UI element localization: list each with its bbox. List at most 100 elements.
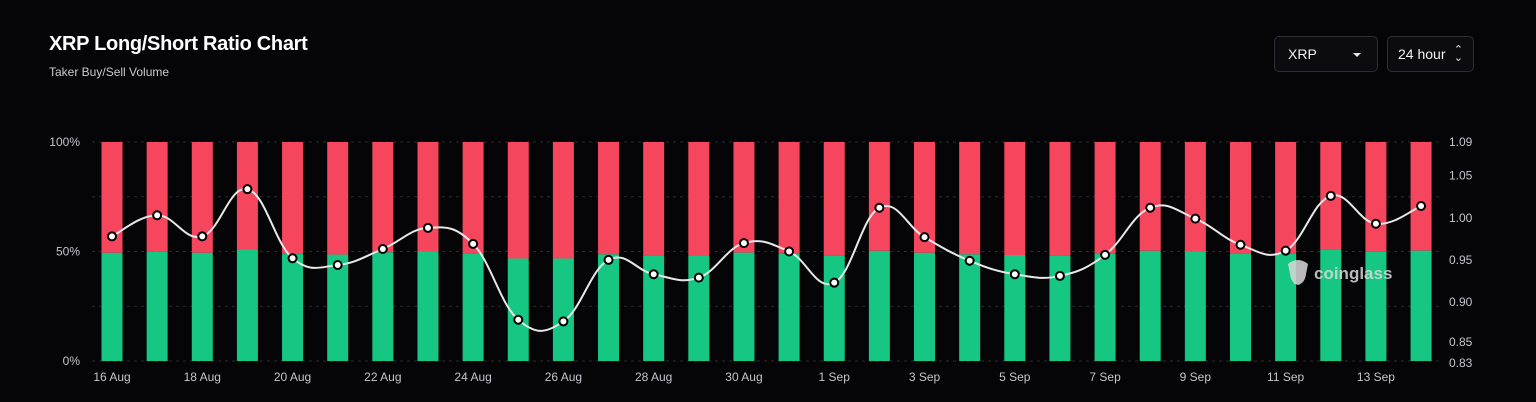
ratio-point [603, 254, 614, 265]
long-bar [868, 250, 890, 361]
short-bar [1410, 142, 1432, 251]
short-bar [146, 142, 168, 252]
long-bar [1094, 253, 1116, 361]
time-range-select[interactable]: 24 hour ⌃ ⌄ [1387, 36, 1474, 72]
long-bar [146, 251, 168, 361]
short-bar [959, 142, 981, 255]
x-tick-label: 3 Sep [909, 370, 941, 384]
sort-updown-icon: ⌃ ⌄ [1453, 44, 1463, 64]
long-bar [1275, 253, 1297, 361]
long-bar [1230, 253, 1251, 361]
y-left-tick-label: 0% [63, 354, 81, 368]
short-bar [778, 142, 800, 254]
short-bar [1365, 142, 1387, 252]
long-bar [1004, 255, 1026, 361]
chevron-down-icon [1353, 53, 1361, 57]
ratio-point [107, 231, 117, 242]
short-bar [507, 142, 529, 259]
short-bar [101, 142, 123, 253]
long-bar [1410, 250, 1432, 361]
x-tick-label: 11 Sep [1267, 370, 1304, 384]
long-bar [282, 254, 304, 361]
ratio-point [648, 269, 659, 280]
x-tick-label: 22 Aug [364, 370, 401, 384]
long-bar [778, 253, 800, 361]
long-bar [462, 253, 484, 361]
long-bar [598, 254, 620, 361]
y-right-tick-label: 0.95 [1449, 253, 1473, 267]
short-bar [823, 142, 845, 256]
short-bar [372, 142, 394, 253]
grid-lines [92, 141, 1441, 362]
y-right-tick-label: 1.09 [1449, 135, 1473, 149]
ratio-point [1370, 218, 1381, 229]
x-tick-label: 5 Sep [999, 370, 1031, 384]
short-bar [914, 142, 936, 253]
x-tick-label: 9 Sep [1180, 370, 1212, 384]
long-bar [1184, 251, 1206, 361]
short-bar [868, 142, 890, 251]
short-bar [1049, 142, 1071, 256]
x-tick-label: 26 Aug [545, 370, 582, 384]
long-bar [733, 252, 755, 361]
short-bar [552, 142, 574, 259]
asset-select[interactable]: XRP [1274, 36, 1378, 72]
long-bar [191, 252, 213, 361]
axes: 0% 50% 100% 0.83 0.85 0.90 0.95 1.00 1.05 1.09 16 … [49, 135, 1472, 384]
time-range-value: 24 hour [1398, 46, 1446, 62]
x-tick-label: 30 Aug [725, 370, 762, 384]
ratio-point [1235, 239, 1246, 250]
x-tick-label: 28 Aug [635, 370, 672, 384]
ratio-point [784, 246, 795, 257]
long-bar [1139, 250, 1161, 361]
ratio-point [1280, 245, 1291, 256]
chart-title: XRP Long/Short Ratio Chart [49, 33, 308, 55]
ratio-point [558, 316, 569, 327]
ratio-point [197, 231, 208, 242]
ratio-point [919, 232, 930, 243]
ratio-point [738, 238, 749, 249]
short-bar [733, 142, 755, 253]
ratio-point [513, 314, 524, 325]
short-bar [417, 142, 439, 252]
long-bar [823, 255, 845, 361]
long-bar [372, 252, 394, 361]
long-bar [959, 254, 981, 361]
short-bar [643, 142, 665, 256]
short-bar [282, 142, 304, 255]
ratio-point [1100, 249, 1111, 260]
long-bar [327, 254, 349, 361]
ratio-point [1054, 270, 1065, 281]
ratio-point [468, 238, 479, 249]
long-bar [688, 255, 710, 361]
long-bar [643, 255, 665, 361]
long-bar [914, 252, 936, 361]
bars [101, 142, 1432, 361]
ratio-point [874, 202, 885, 213]
coinglass-logo-icon [1288, 260, 1308, 285]
ratio-point [152, 210, 163, 221]
long-bar [236, 249, 258, 361]
chart-subtitle: Taker Buy/Sell Volume [49, 65, 170, 79]
y-right-tick-label: 0.85 [1449, 335, 1473, 349]
y-right-tick-label: 0.90 [1449, 295, 1473, 309]
ratio-line-layer [107, 184, 1427, 332]
ratio-point [242, 184, 253, 195]
x-tick-label: 7 Sep [1089, 370, 1121, 384]
ratio-point [1009, 269, 1020, 280]
x-tick-label: 18 Aug [184, 370, 221, 384]
ratio-point [332, 259, 343, 270]
ratio-point [1416, 201, 1427, 212]
ratio-point [422, 222, 433, 233]
x-tick-label: 16 Aug [93, 370, 130, 384]
ratio-point [287, 253, 298, 264]
short-bar [1184, 142, 1206, 252]
long-bar [101, 252, 123, 361]
asset-select-value: XRP [1288, 46, 1317, 62]
short-bar [327, 142, 349, 255]
short-bar [462, 142, 484, 254]
long-bar [552, 258, 574, 361]
x-tick-label: 20 Aug [274, 370, 311, 384]
short-bar [191, 142, 213, 253]
x-tick-label: 24 Aug [454, 370, 491, 384]
